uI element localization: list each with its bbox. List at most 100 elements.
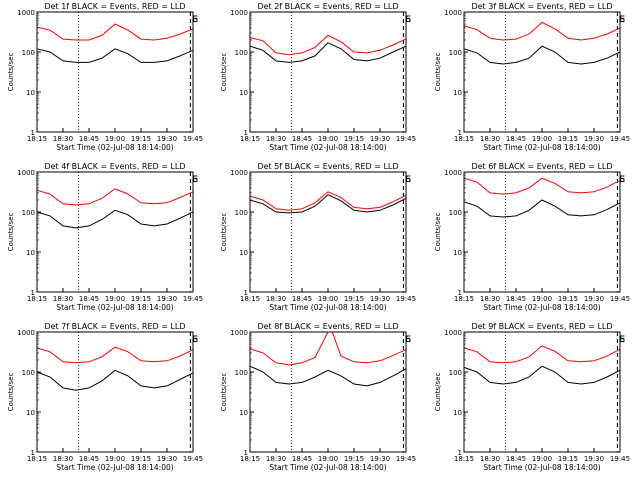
x-tick-label: 19:15	[558, 295, 578, 303]
y-tick-label: 100	[235, 209, 248, 217]
x-tick-label: 18:15	[240, 135, 260, 143]
plot-frame	[463, 11, 621, 133]
y-tick-label: 1	[244, 129, 248, 137]
marker-label-e: E	[405, 335, 411, 345]
y-axis-label: Counts/sec	[434, 53, 442, 92]
y-tick-label: 1	[458, 449, 462, 457]
x-tick-label: 19:30	[370, 455, 390, 463]
y-tick-label: 10	[26, 89, 35, 97]
panel-det-8: Det 8f BLACK = Events, RED = LLD ES 1 10 100…	[220, 322, 416, 472]
y-tick-label: 10	[453, 89, 462, 97]
series-line-lld	[36, 23, 194, 41]
x-tick-label: 18:15	[27, 295, 47, 303]
x-tick-label: 19:45	[183, 295, 203, 303]
x-tick-label: 19:30	[584, 295, 604, 303]
panel-det-2: Det 2f BLACK = Events, RED = LLD ES 1 10 100…	[220, 2, 416, 152]
x-tick-label: 19:00	[105, 455, 125, 463]
series-line-events	[249, 194, 407, 214]
x-tick-label: 19:30	[157, 295, 177, 303]
x-tick-label: 18:45	[79, 135, 99, 143]
x-tick-label: 18:30	[266, 295, 286, 303]
x-tick-label: 18:30	[53, 135, 73, 143]
x-axis-label: Start Time (02-Jul-08 18:14:00)	[56, 143, 173, 152]
y-axis-label: Counts/sec	[434, 213, 442, 252]
y-tick-label: 1	[458, 289, 462, 297]
x-tick-label: 18:15	[240, 455, 260, 463]
x-tick-label: 18:30	[266, 135, 286, 143]
series-line-lld	[249, 331, 407, 366]
y-axis-label: Counts/sec	[7, 373, 15, 412]
x-tick-label: 19:45	[396, 455, 416, 463]
y-tick-label: 1000	[230, 169, 248, 177]
x-tick-label: 19:15	[558, 135, 578, 143]
panel-det-7: Det 7f BLACK = Events, RED = LLD ES 1 10 100…	[7, 322, 203, 472]
x-tick-label: 18:45	[506, 295, 526, 303]
y-tick-label: 100	[449, 369, 462, 377]
x-tick-label: 19:45	[610, 455, 630, 463]
plot-frame	[249, 331, 407, 453]
y-tick-label: 1000	[230, 9, 248, 17]
y-tick-label: 100	[22, 49, 35, 57]
plot-frame	[249, 171, 407, 293]
x-tick-label: 19:45	[396, 295, 416, 303]
y-tick-label: 1000	[444, 169, 462, 177]
x-tick-label: 18:15	[27, 135, 47, 143]
y-tick-label: 100	[22, 209, 35, 217]
y-tick-label: 1000	[17, 329, 35, 337]
panel-det-6: Det 6f BLACK = Events, RED = LLD ES 1 10 100…	[434, 162, 630, 312]
series-line-lld	[249, 191, 407, 211]
marker-label-e: E	[619, 175, 625, 185]
panel-title: Det 3f BLACK = Events, RED = LLD	[471, 2, 612, 11]
x-tick-label: 19:45	[183, 135, 203, 143]
series-line-events	[36, 369, 194, 391]
x-tick-label: 18:45	[292, 455, 312, 463]
x-tick-label: 19:00	[318, 135, 338, 143]
plot-frame	[36, 11, 194, 133]
x-tick-label: 18:30	[480, 295, 500, 303]
x-tick-label: 18:45	[506, 135, 526, 143]
panel-title: Det 8f BLACK = Events, RED = LLD	[257, 322, 398, 331]
x-tick-label: 18:30	[53, 455, 73, 463]
x-tick-label: 19:30	[584, 455, 604, 463]
x-axis-label: Start Time (02-Jul-08 18:14:00)	[269, 463, 386, 472]
y-axis-label: Counts/sec	[220, 53, 228, 92]
x-axis-label: Start Time (02-Jul-08 18:14:00)	[483, 303, 600, 312]
x-axis-label: Start Time (02-Jul-08 18:14:00)	[483, 463, 600, 472]
panel-title: Det 5f BLACK = Events, RED = LLD	[257, 162, 398, 171]
marker-label-s: S	[405, 175, 411, 185]
y-tick-label: 10	[239, 409, 248, 417]
x-axis-label: Start Time (02-Jul-08 18:14:00)	[56, 303, 173, 312]
plot-frame	[36, 171, 194, 293]
x-axis-label: Start Time (02-Jul-08 18:14:00)	[269, 143, 386, 152]
y-tick-label: 1000	[444, 9, 462, 17]
x-tick-label: 19:00	[318, 295, 338, 303]
y-tick-label: 100	[235, 369, 248, 377]
y-tick-label: 10	[453, 249, 462, 257]
x-tick-label: 18:30	[266, 455, 286, 463]
panel-det-1: Det 1f BLACK = Events, RED = LLD ES 1 10 100…	[7, 2, 203, 152]
x-tick-label: 19:15	[131, 455, 151, 463]
y-tick-label: 10	[239, 89, 248, 97]
y-axis-label: Counts/sec	[220, 373, 228, 412]
x-tick-label: 19:30	[370, 135, 390, 143]
x-tick-label: 18:45	[79, 295, 99, 303]
marker-label-e: E	[405, 15, 411, 25]
series-line-events	[36, 48, 194, 63]
y-tick-label: 100	[235, 49, 248, 57]
x-tick-label: 19:45	[183, 455, 203, 463]
x-tick-label: 18:30	[480, 135, 500, 143]
marker-label-s: S	[192, 175, 198, 185]
x-tick-label: 18:15	[240, 295, 260, 303]
x-tick-label: 19:15	[344, 455, 364, 463]
y-tick-label: 1	[244, 449, 248, 457]
x-tick-label: 18:15	[454, 135, 474, 143]
x-tick-label: 19:15	[344, 295, 364, 303]
plot-frame	[463, 331, 621, 453]
y-axis-label: Counts/sec	[220, 213, 228, 252]
marker-label-e: E	[192, 335, 198, 345]
x-tick-label: 18:45	[292, 295, 312, 303]
x-tick-label: 18:15	[27, 455, 47, 463]
marker-label-s: S	[619, 175, 625, 185]
x-tick-label: 19:00	[532, 135, 552, 143]
marker-label-s: S	[405, 15, 411, 25]
